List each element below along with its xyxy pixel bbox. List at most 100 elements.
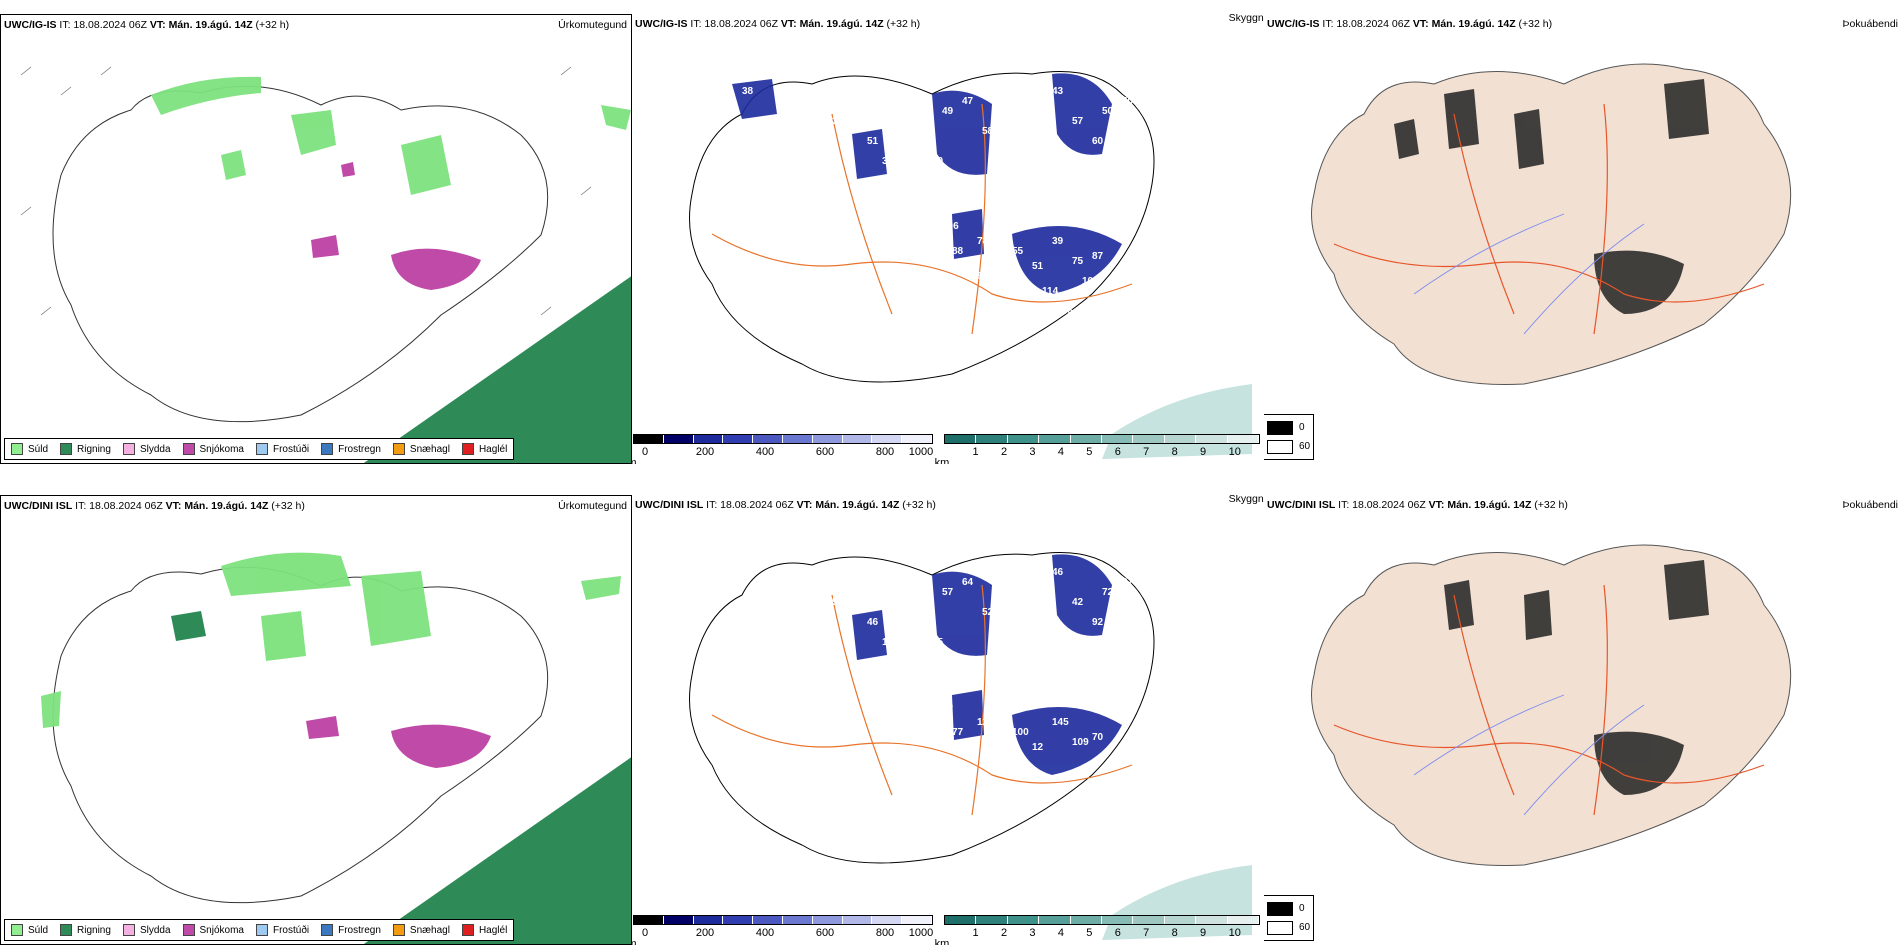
visibility-value-label: 51 bbox=[1102, 687, 1114, 698]
precip-map-row1 bbox=[20, 66, 631, 463]
legend-swatch bbox=[60, 924, 73, 936]
visibility-value-label: 67 bbox=[912, 231, 924, 242]
visibility-value-label: 31 bbox=[1112, 166, 1124, 177]
legend-swatch bbox=[392, 443, 405, 455]
legend-item: Slydda bbox=[122, 443, 171, 455]
visibility-value-label: 126 bbox=[812, 607, 829, 618]
visibility-colorbar-row1: km 1 2 3 4 5 6 7 8 9 10 bbox=[935, 434, 1260, 464]
visibility-value-label: 87 bbox=[932, 677, 944, 688]
precip-map-row2 bbox=[41, 552, 631, 944]
visibility-value-label: 46 bbox=[1052, 567, 1064, 578]
legend-item: Rigning bbox=[60, 924, 111, 936]
legend-swatch bbox=[255, 924, 268, 936]
visibility-value-label: 55 bbox=[932, 637, 944, 648]
visibility-panel-row1: 38 58 33 51 49 47 58 43 57 60 50 40 71 37 33 40 84 65 74 76… bbox=[632, 14, 1264, 464]
visibility-value-label: 64 bbox=[962, 577, 974, 588]
visibility-value-label: 70 bbox=[1092, 732, 1104, 743]
visibility-value-label: 79 bbox=[972, 271, 984, 282]
visibility-value-label: 50 bbox=[1102, 106, 1114, 117]
visibility-value-label: 46 bbox=[867, 617, 879, 628]
visibility-value-label: 37 bbox=[812, 126, 824, 137]
visibility-value-label: 40 bbox=[1122, 96, 1134, 107]
visibility-value-label: 58 bbox=[982, 126, 994, 137]
visibility-value-label: 71 bbox=[772, 146, 784, 157]
visibility-value-label: 46 bbox=[782, 577, 794, 588]
ceiling-colorbar-row2: m 0 200 400 600 800 1000 bbox=[632, 915, 933, 945]
fog-panel-row2: UWC/DINI ISL IT: 18.08.2024 06Z VT: Mán.… bbox=[1264, 495, 1900, 945]
legend-item: Slydda bbox=[122, 924, 171, 936]
legend-item: Snæhagl bbox=[392, 443, 450, 455]
visibility-value-label: 89 bbox=[942, 702, 954, 713]
legend-item: Súld bbox=[11, 924, 48, 936]
visibility-colorbar-row2: km 1 2 3 4 5 6 7 8 9 10 bbox=[935, 915, 1260, 945]
visibility-value-label: 51 bbox=[867, 136, 879, 147]
visibility-value-label: 38 bbox=[742, 86, 754, 97]
visibility-value-label: 60 bbox=[1092, 136, 1104, 147]
legend-item: Haglél bbox=[461, 924, 507, 936]
visibility-value-label: 101 bbox=[792, 216, 809, 227]
visibility-value-label: 39 bbox=[1052, 236, 1064, 247]
visibility-value-label: 54 bbox=[772, 627, 784, 638]
visibility-value-label: 109 bbox=[882, 637, 899, 648]
legend-swatch bbox=[122, 443, 135, 455]
legend-swatch bbox=[461, 924, 474, 936]
legend-item: Snjókoma bbox=[182, 443, 244, 455]
precip-legend-row1: Súld Rigning Slydda Snjókoma Frostúði Fr… bbox=[4, 438, 515, 460]
precip-type-label-row1: Úrkomutegund bbox=[558, 19, 627, 31]
visibility-value-label: 145 bbox=[1052, 717, 1069, 728]
visibility-value-label: 33 bbox=[832, 116, 844, 127]
visibility-value-label: 87 bbox=[1092, 251, 1104, 262]
legend-swatch bbox=[392, 924, 405, 936]
visibility-value-label: 57 bbox=[942, 587, 954, 598]
fog-colorbar-row1: 0 60 bbox=[1264, 414, 1314, 460]
visibility-value-label: 64 bbox=[742, 567, 754, 578]
visibility-value-label: 84 bbox=[832, 181, 844, 192]
visibility-map-row2: 64 46 50 46 57 64 52 46 42 92 72 67 54 126 109 55 84 79 91… bbox=[689, 552, 1252, 940]
visibility-value-label: 109 bbox=[1082, 276, 1099, 287]
precip-title-row2: UWC/DINI ISL IT: 18.08.2024 06Z VT: Mán.… bbox=[4, 500, 305, 512]
visibility-value-label: 77 bbox=[952, 727, 964, 738]
visibility-value-label: 65 bbox=[862, 206, 874, 217]
legend-swatch bbox=[321, 924, 334, 936]
legend-item: Frostregn bbox=[321, 443, 381, 455]
visibility-value-label: 75 bbox=[1072, 256, 1084, 267]
legend-swatch bbox=[182, 443, 195, 455]
fog-label-row1: Þokuábendi bbox=[1842, 18, 1898, 30]
fog-label-row2: Þokuábendi bbox=[1842, 499, 1898, 511]
legend-swatch bbox=[461, 443, 474, 455]
vis-labels-row2: 64 46 50 46 57 64 52 46 42 92 72 67 54 126 109 55 84 79 91… bbox=[742, 567, 1134, 753]
fog-panel-row1: UWC/IG-IS IT: 18.08.2024 06Z VT: Mán. 19… bbox=[1264, 14, 1900, 464]
visibility-value-label: 88 bbox=[952, 246, 964, 257]
legend-item: Rigning bbox=[60, 443, 111, 455]
visibility-value-label: 52 bbox=[982, 607, 994, 618]
visibility-value-label: 121 bbox=[977, 717, 994, 728]
visibility-value-label: 84 bbox=[992, 216, 1004, 227]
legend-item: Frostregn bbox=[321, 924, 381, 936]
visibility-value-label: 114 bbox=[1042, 286, 1059, 297]
fog-title-row1: UWC/IG-IS IT: 18.08.2024 06Z VT: Mán. 19… bbox=[1267, 18, 1553, 30]
visibility-label-row1: Skyggni bbox=[1228, 14, 1264, 24]
visibility-value-label: 100 bbox=[1012, 727, 1029, 738]
visibility-title-row1: UWC/IG-IS IT: 18.08.2024 06Z VT: Mán. 19… bbox=[635, 18, 921, 30]
visibility-value-label: 43 bbox=[1052, 86, 1064, 97]
visibility-value-label: 106 bbox=[942, 221, 959, 232]
precip-panel-row1: UWC/IG-IS IT: 18.08.2024 06Z VT: Mán. 19… bbox=[0, 14, 632, 464]
visibility-value-label: 189 bbox=[832, 251, 849, 262]
fog-map-row2 bbox=[1264, 495, 1900, 945]
visibility-title-row2: UWC/DINI ISL IT: 18.08.2024 06Z VT: Mán.… bbox=[635, 499, 936, 511]
visibility-value-label: 91 bbox=[897, 667, 909, 678]
visibility-value-label: 74 bbox=[897, 186, 909, 197]
visibility-label-row2: Skyggni bbox=[1228, 495, 1264, 505]
fog-title-row2: UWC/DINI ISL IT: 18.08.2024 06Z VT: Mán.… bbox=[1267, 499, 1568, 511]
legend-item: Snæhagl bbox=[392, 924, 450, 936]
visibility-value-label: 51 bbox=[752, 176, 764, 187]
visibility-value-label: 92 bbox=[1092, 617, 1104, 628]
visibility-value-label: 109 bbox=[1072, 737, 1089, 748]
visibility-value-label: 57 bbox=[1072, 116, 1084, 127]
legend-swatch bbox=[182, 924, 195, 936]
visibility-value-label: 96 bbox=[1062, 306, 1074, 317]
visibility-value-label: 76 bbox=[932, 196, 944, 207]
visibility-value-label: 79 bbox=[862, 687, 874, 698]
visibility-value-label: 72 bbox=[1102, 587, 1114, 598]
